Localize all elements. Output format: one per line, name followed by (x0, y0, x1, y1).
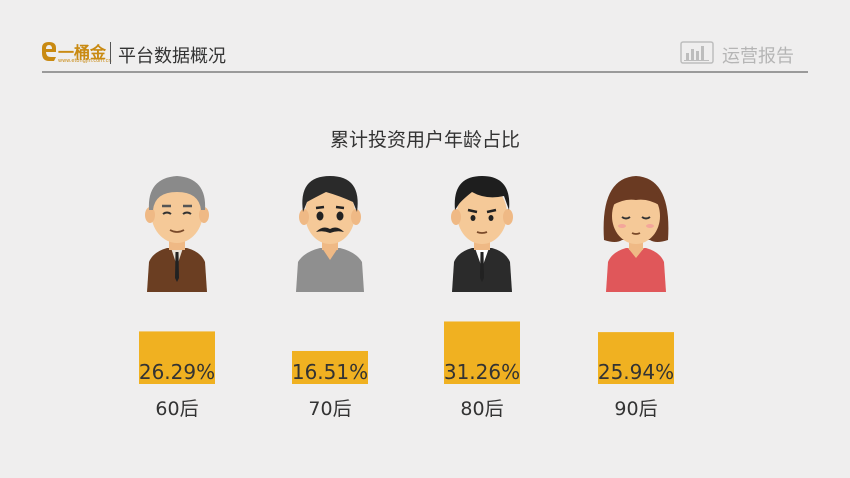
logo-text: 一桶金 (58, 43, 107, 62)
category-label-1: 70后 (308, 398, 351, 420)
logo-url: www.etongjin.com.cn (58, 58, 112, 64)
title-separator (110, 42, 111, 64)
avatar-80s (451, 176, 513, 292)
report-label: 运营报告 (722, 46, 794, 67)
chart-report-icon (680, 41, 714, 64)
bar-value-label-0: 26.29% (139, 360, 215, 384)
bar-value-label-2: 31.26% (444, 360, 520, 384)
header-rule (42, 71, 808, 73)
bar-2 (444, 321, 520, 384)
category-label-3: 90后 (614, 398, 657, 420)
header: 一桶金 www.etongjin.com.cn 平台数据概况 运营报告 (0, 0, 850, 75)
avatar-90s (603, 176, 669, 292)
bar-value-label-3: 25.94% (598, 360, 674, 384)
category-label-0: 60后 (155, 398, 198, 420)
bar-0 (139, 331, 215, 384)
page-title: 平台数据概况 (118, 46, 226, 67)
category-label-2: 80后 (460, 398, 503, 420)
logo-icon (42, 42, 56, 61)
avatar-70s (296, 176, 364, 292)
logo[interactable]: 一桶金 www.etongjin.com.cn (40, 40, 112, 70)
bar-1 (292, 350, 368, 384)
bar-value-label-1: 16.51% (292, 360, 368, 384)
avatar-60s (145, 176, 209, 292)
chart-title: 累计投资用户年龄占比 (329, 129, 520, 151)
bar-3 (598, 332, 674, 384)
